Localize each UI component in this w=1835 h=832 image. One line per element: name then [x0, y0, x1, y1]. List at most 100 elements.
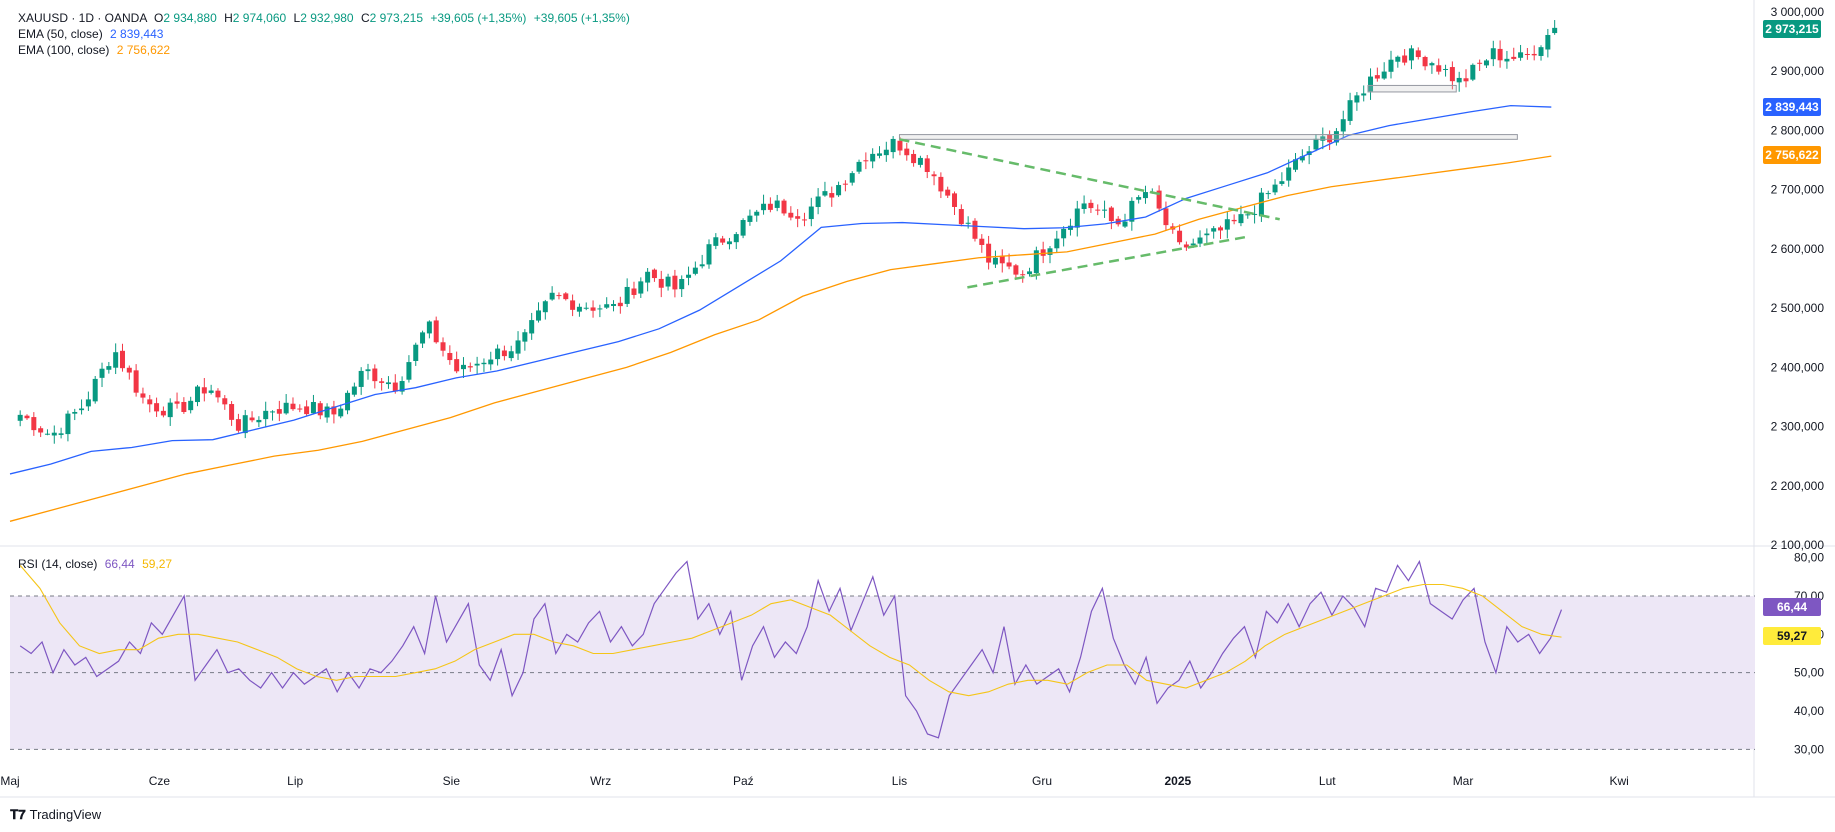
candle-body [208, 390, 214, 393]
low-value: 2 932,980 [300, 11, 354, 25]
candle-body [917, 157, 923, 165]
time-tick-label: Maj [0, 774, 19, 788]
candle-body [365, 369, 371, 372]
ema100-legend[interactable]: EMA (100, close) 2 756,622 [18, 43, 170, 57]
candle-body [1354, 95, 1360, 103]
candle-body [1408, 48, 1414, 61]
candle-body [713, 237, 719, 246]
candle-body [795, 216, 801, 219]
rsi-tick-label: 40,00 [1794, 704, 1824, 718]
open-label: O [154, 11, 164, 25]
rsi-tick-label: 80,00 [1794, 551, 1824, 565]
candle-body [1524, 53, 1530, 55]
candle-body [256, 419, 262, 423]
candle-body [1381, 71, 1387, 79]
candle-body [556, 295, 562, 297]
price-tick-label: 2 400,000 [1771, 360, 1825, 374]
price-tick-label: 2 500,000 [1771, 301, 1825, 315]
tradingview-brand[interactable]: 𝐓𝟕 TradingView [10, 807, 101, 823]
rsi-ma-value: 59,27 [142, 557, 173, 571]
candle-body [235, 419, 241, 431]
candle-body [385, 382, 391, 385]
candle-body [38, 428, 44, 433]
rsi-value: 66,44 [104, 557, 135, 571]
candle-body [876, 153, 882, 156]
candle-body [270, 411, 276, 413]
candle-body [699, 264, 705, 267]
time-tick-label: Gru [1032, 774, 1052, 788]
candle-body [1272, 184, 1278, 193]
candle-body [563, 293, 569, 300]
candle-body [863, 160, 869, 162]
rsi-legend[interactable]: RSI (14, close) 66,44 59,27 [18, 557, 172, 571]
candle-body [686, 274, 692, 278]
resistance-box [898, 134, 1518, 140]
rsi-tick-label: 30,00 [1794, 742, 1824, 756]
candle-body [1190, 243, 1196, 246]
candle-body [1361, 93, 1367, 96]
candle-body [1497, 48, 1503, 61]
candle-body [1531, 53, 1537, 56]
candle-body [242, 415, 248, 434]
candle-body [890, 138, 896, 153]
candle-body [65, 413, 71, 435]
candle-body [1204, 233, 1210, 236]
ema50-legend[interactable]: EMA (50, close) 2 839,443 [18, 27, 163, 41]
candle-body [1074, 208, 1080, 228]
time-tick-label: Lip [287, 774, 303, 788]
candle-body [147, 399, 153, 405]
candle-body [195, 386, 201, 403]
candle-body [1122, 221, 1128, 227]
candle-body [1483, 60, 1489, 66]
price-tick-label: 2 700,000 [1771, 183, 1825, 197]
candle-body [1197, 237, 1203, 244]
candle-body [535, 310, 541, 321]
candle-body [522, 332, 528, 342]
candle-body [24, 415, 30, 419]
candle-body [372, 368, 378, 382]
candle-body [406, 362, 412, 380]
candle-body [1436, 65, 1442, 72]
candle-body [440, 342, 446, 351]
candle-body [1006, 262, 1012, 267]
candle-body [324, 406, 330, 418]
candle-body [358, 370, 364, 387]
candle-body [1368, 76, 1374, 92]
candle-body [420, 332, 426, 344]
candle-body [788, 212, 794, 218]
time-tick-label: Sie [443, 774, 461, 788]
candle-body [529, 320, 535, 334]
candle-body [1313, 138, 1319, 150]
candle-body [426, 321, 432, 334]
candle-body [1449, 67, 1455, 82]
candle-body [617, 302, 623, 307]
candle-body [870, 153, 876, 162]
candle-body [1033, 250, 1039, 274]
candle-body [611, 304, 617, 306]
time-tick-label: Lut [1319, 774, 1336, 788]
candle-body [113, 352, 119, 368]
candle-body [924, 158, 930, 172]
candle-body [1279, 181, 1285, 184]
rsi-price-tag: 66,44 [1763, 598, 1821, 616]
candle-body [1258, 192, 1264, 217]
candle-body [201, 387, 207, 394]
candle-body [665, 276, 671, 287]
candle-body [1511, 56, 1517, 59]
candle-body [222, 398, 228, 405]
candle-body [331, 406, 337, 415]
candle-body [133, 370, 139, 393]
candle-body [706, 244, 712, 265]
candle-body [1545, 34, 1551, 50]
candle-body [1245, 214, 1251, 216]
tradingview-logo-icon: 𝐓𝟕 [10, 807, 26, 822]
ema100-line [9, 155, 1552, 522]
candle-body [447, 352, 453, 361]
ema100-price-tag: 2 756,622 [1763, 146, 1821, 164]
candle-body [631, 288, 637, 295]
candle-body [1265, 193, 1271, 195]
candle-body [508, 351, 514, 359]
candle-body [1231, 219, 1237, 222]
candle-body [399, 381, 405, 392]
